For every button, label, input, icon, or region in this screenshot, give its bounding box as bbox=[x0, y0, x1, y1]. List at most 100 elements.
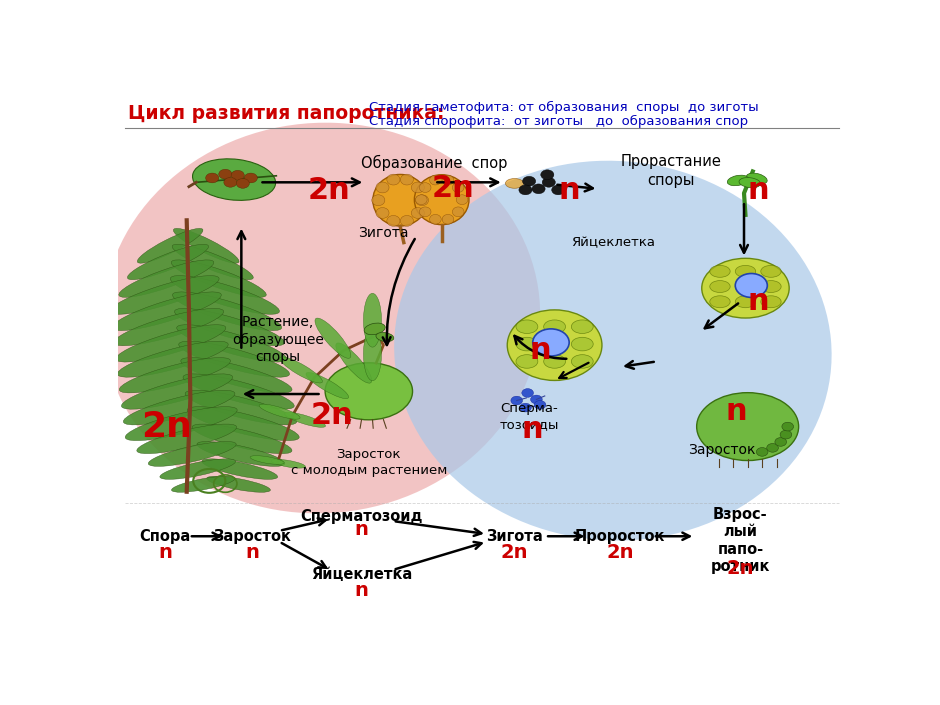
Ellipse shape bbox=[415, 195, 429, 206]
Ellipse shape bbox=[728, 176, 748, 185]
Ellipse shape bbox=[171, 260, 266, 298]
Ellipse shape bbox=[419, 207, 431, 216]
Ellipse shape bbox=[272, 460, 306, 468]
Ellipse shape bbox=[400, 174, 414, 185]
Ellipse shape bbox=[183, 374, 294, 409]
Ellipse shape bbox=[452, 183, 464, 192]
Circle shape bbox=[206, 173, 219, 183]
Text: Стадия гаметофита: от образования  споры  до зиготы: Стадия гаметофита: от образования споры … bbox=[368, 101, 759, 114]
Circle shape bbox=[244, 173, 258, 183]
Ellipse shape bbox=[193, 159, 275, 200]
Circle shape bbox=[767, 443, 778, 452]
Ellipse shape bbox=[456, 195, 468, 204]
Circle shape bbox=[236, 178, 249, 188]
Text: 2n: 2n bbox=[307, 176, 350, 205]
Ellipse shape bbox=[123, 391, 235, 425]
Text: n: n bbox=[529, 336, 551, 365]
Ellipse shape bbox=[371, 195, 384, 206]
Circle shape bbox=[511, 396, 523, 405]
Text: Зигота: Зигота bbox=[358, 226, 409, 240]
Ellipse shape bbox=[336, 343, 371, 383]
Ellipse shape bbox=[710, 281, 730, 293]
Circle shape bbox=[533, 329, 569, 356]
Ellipse shape bbox=[572, 337, 593, 351]
Ellipse shape bbox=[442, 214, 454, 224]
Circle shape bbox=[757, 448, 768, 456]
Ellipse shape bbox=[452, 207, 464, 216]
Ellipse shape bbox=[325, 363, 413, 419]
Text: Сперматозоид: Сперматозоид bbox=[300, 509, 423, 524]
Circle shape bbox=[780, 430, 791, 439]
Ellipse shape bbox=[412, 207, 424, 219]
Ellipse shape bbox=[125, 407, 237, 441]
Ellipse shape bbox=[137, 228, 203, 263]
Circle shape bbox=[231, 171, 244, 180]
Ellipse shape bbox=[187, 407, 299, 441]
Text: n: n bbox=[726, 397, 747, 426]
Ellipse shape bbox=[376, 333, 394, 342]
Ellipse shape bbox=[760, 296, 781, 307]
Ellipse shape bbox=[306, 372, 349, 398]
Ellipse shape bbox=[415, 195, 427, 204]
Ellipse shape bbox=[387, 216, 400, 226]
Ellipse shape bbox=[735, 281, 756, 293]
Ellipse shape bbox=[172, 245, 253, 280]
Ellipse shape bbox=[102, 123, 540, 513]
Text: 2n: 2n bbox=[431, 174, 474, 203]
Ellipse shape bbox=[412, 182, 424, 193]
Ellipse shape bbox=[746, 173, 767, 184]
Ellipse shape bbox=[543, 337, 566, 351]
Circle shape bbox=[219, 169, 232, 179]
Ellipse shape bbox=[543, 355, 566, 368]
Ellipse shape bbox=[207, 476, 271, 492]
Ellipse shape bbox=[177, 325, 287, 362]
Ellipse shape bbox=[760, 265, 781, 277]
Circle shape bbox=[522, 388, 534, 398]
Text: Яйцеклетка: Яйцеклетка bbox=[311, 567, 412, 582]
Ellipse shape bbox=[419, 183, 431, 192]
Circle shape bbox=[534, 400, 546, 409]
Ellipse shape bbox=[180, 357, 292, 393]
Circle shape bbox=[782, 422, 793, 431]
Ellipse shape bbox=[364, 293, 382, 347]
Text: n: n bbox=[558, 176, 580, 205]
Ellipse shape bbox=[442, 175, 454, 185]
Ellipse shape bbox=[739, 178, 760, 188]
Ellipse shape bbox=[179, 341, 290, 377]
Ellipse shape bbox=[114, 308, 224, 345]
Circle shape bbox=[775, 438, 787, 446]
Circle shape bbox=[530, 395, 542, 404]
Ellipse shape bbox=[259, 404, 300, 419]
Circle shape bbox=[224, 178, 237, 188]
Ellipse shape bbox=[112, 292, 221, 331]
Ellipse shape bbox=[116, 325, 226, 362]
Ellipse shape bbox=[702, 258, 790, 318]
Ellipse shape bbox=[430, 175, 441, 185]
Ellipse shape bbox=[160, 459, 236, 479]
Ellipse shape bbox=[516, 337, 538, 351]
Text: n: n bbox=[354, 581, 368, 600]
Text: 2n: 2n bbox=[311, 401, 353, 430]
Ellipse shape bbox=[175, 308, 285, 345]
Circle shape bbox=[552, 185, 565, 195]
Ellipse shape bbox=[173, 228, 239, 263]
Text: Проросток: Проросток bbox=[575, 529, 666, 544]
Text: n: n bbox=[522, 415, 543, 444]
Ellipse shape bbox=[173, 292, 282, 331]
Ellipse shape bbox=[185, 391, 297, 425]
Ellipse shape bbox=[373, 174, 428, 226]
Ellipse shape bbox=[430, 214, 441, 224]
Text: Заросток: Заросток bbox=[688, 443, 756, 457]
Ellipse shape bbox=[572, 320, 593, 333]
Text: 2n: 2n bbox=[606, 543, 634, 562]
Circle shape bbox=[735, 274, 767, 298]
Circle shape bbox=[523, 176, 536, 186]
Ellipse shape bbox=[364, 327, 382, 381]
Ellipse shape bbox=[285, 412, 325, 427]
Text: Взрос-
лый
папо-
ротник: Взрос- лый папо- ротник bbox=[711, 507, 770, 574]
Text: 2n: 2n bbox=[142, 410, 193, 443]
Circle shape bbox=[542, 178, 556, 188]
Ellipse shape bbox=[202, 459, 277, 479]
Ellipse shape bbox=[394, 161, 832, 541]
Circle shape bbox=[520, 403, 531, 412]
